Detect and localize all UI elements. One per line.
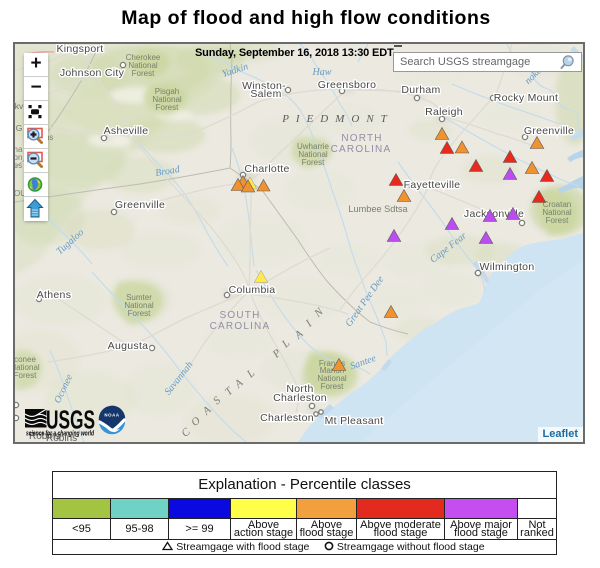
svg-text:National: National [317,374,347,383]
svg-text:Augusta: Augusta [108,340,149,352]
svg-text:science for a changing world: science for a changing world [26,429,94,438]
svg-text:Greenville: Greenville [115,199,165,211]
svg-text:Forest: Forest [156,103,179,112]
svg-text:Mt Pleasant: Mt Pleasant [325,415,384,427]
svg-text:NOAA: NOAA [104,413,120,418]
svg-text:kv: kv [15,101,24,111]
svg-text:Forest: Forest [302,158,325,167]
svg-text:Rocky Mount: Rocky Mount [494,92,559,104]
svg-text:Forest: Forest [546,216,569,225]
svg-text:es: es [15,161,22,170]
svg-text:CAROLINA: CAROLINA [331,144,392,155]
svg-text:PIEDMONT: PIEDMONT [281,113,394,125]
svg-text:Charleston: Charleston [273,392,327,404]
svg-text:Wilmington: Wilmington [480,261,535,273]
svg-text:North: North [286,383,313,395]
svg-text:Robins: Robins [29,431,60,442]
svg-text:USGS: USGS [46,405,95,435]
svg-text:Forest: Forest [321,382,344,391]
svg-text:on: on [15,153,22,162]
svg-text:Haw: Haw [312,67,332,78]
svg-text:Salem: Salem [250,88,281,100]
svg-text:SOUTH: SOUTH [220,310,261,321]
svg-text:NORTH: NORTH [341,133,382,144]
svg-text:National: National [128,61,158,70]
svg-text:conee: conee [15,355,36,364]
svg-text:Robins: Robins [46,433,77,442]
svg-text:Kingsport: Kingsport [56,44,103,55]
svg-text:Uwharrie: Uwharrie [297,142,330,151]
svg-text:Raleigh: Raleigh [425,106,463,118]
svg-text:Forest: Forest [15,371,37,380]
svg-text:CAROLINA: CAROLINA [210,321,271,332]
svg-text:Asheville: Asheville [104,125,149,137]
svg-text:National: National [298,150,328,159]
svg-text:Charlotte: Charlotte [244,163,289,175]
svg-text:ha: ha [15,145,23,154]
svg-text:Sumter: Sumter [126,293,152,302]
svg-text:Durham: Durham [401,84,440,96]
svg-text:Greenville: Greenville [524,125,574,137]
svg-text:Athens: Athens [37,289,72,301]
svg-text:Fayetteville: Fayetteville [404,179,461,191]
svg-text:Greensboro: Greensboro [318,79,376,91]
svg-text:Charleston: Charleston [260,412,314,424]
svg-text:Forest: Forest [132,69,155,78]
svg-text:OU: OU [15,189,26,198]
svg-text:Forest: Forest [128,309,151,318]
svg-text:National: National [542,208,572,217]
svg-text:National: National [124,301,154,310]
svg-text:Broad: Broad [154,164,181,179]
svg-text:Lumbee Sdtsa: Lumbee Sdtsa [348,204,408,214]
svg-text:G: G [16,123,23,133]
svg-text:Winston-: Winston- [242,80,286,92]
svg-text:National: National [152,95,182,104]
svg-text:Pisgah: Pisgah [155,87,179,96]
svg-text:Cherokee: Cherokee [126,53,161,62]
svg-text:Croatan: Croatan [543,200,571,209]
svg-text:National: National [15,363,40,372]
svg-text:Francis: Francis [319,359,345,368]
svg-text:Johnson City: Johnson City [60,67,125,79]
svg-text:Columbia: Columbia [229,284,276,296]
